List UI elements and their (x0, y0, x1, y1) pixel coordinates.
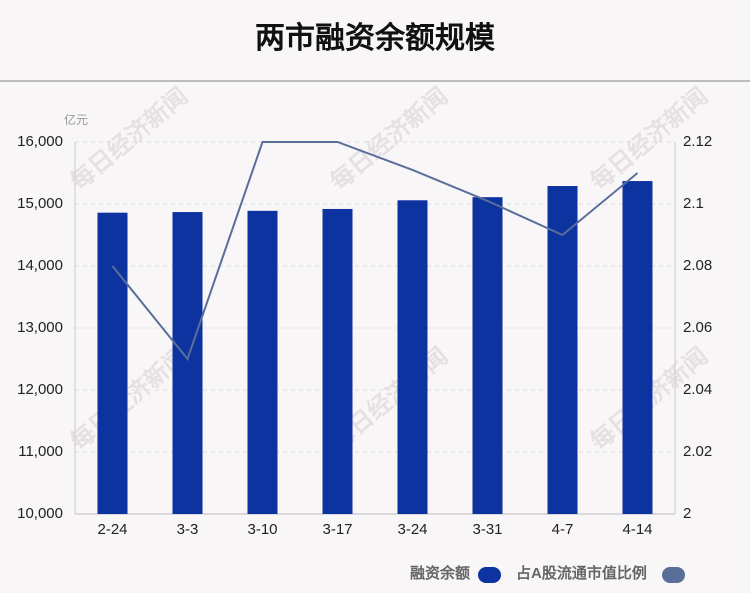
y2-tick-label: 2.02 (683, 443, 712, 460)
line (111, 141, 639, 362)
bar (472, 197, 503, 514)
bar (322, 208, 353, 514)
y2-tick-label: 2.08 (683, 257, 712, 274)
x-tick-label: 3-10 (247, 521, 277, 538)
legend-swatch (662, 567, 685, 583)
bar (172, 212, 203, 514)
legend-label: 占A股流通市值比例 (516, 564, 647, 582)
y2-tick-label: 2.12 (683, 133, 712, 150)
x-tick-label: 3-24 (397, 521, 427, 538)
y2-tick-label: 2.06 (683, 319, 712, 336)
y-tick-label: 14,000 (17, 257, 63, 274)
y2-tick-label: 2.04 (683, 381, 712, 398)
y-tick-label: 10,000 (17, 505, 63, 522)
y-tick-label: 15,000 (17, 195, 63, 212)
bar (247, 210, 278, 514)
legend-swatch (478, 567, 501, 583)
x-tick-label: 3-31 (472, 521, 502, 538)
chart-title: 两市融资余额规模 (255, 21, 495, 55)
bar (547, 186, 578, 514)
x-tick-label: 3-17 (322, 521, 352, 538)
bar (397, 200, 428, 514)
y2-tick-label: 2.1 (683, 195, 704, 212)
y-tick-label: 11,000 (18, 443, 63, 460)
bar (97, 212, 128, 514)
y2-tick-label: 2 (683, 505, 691, 522)
legend-label: 融资余额 (410, 564, 470, 582)
y-tick-label: 16,000 (17, 133, 63, 150)
x-tick-label: 3-3 (177, 521, 199, 538)
x-tick-label: 4-7 (552, 521, 574, 538)
bar (622, 181, 653, 514)
x-tick-label: 4-14 (622, 521, 652, 538)
y-tick-label: 12,000 (17, 381, 63, 398)
y-tick-label: 13,000 (17, 319, 63, 336)
y-unit: 亿元 (64, 112, 88, 127)
x-tick-label: 2-24 (97, 521, 127, 538)
